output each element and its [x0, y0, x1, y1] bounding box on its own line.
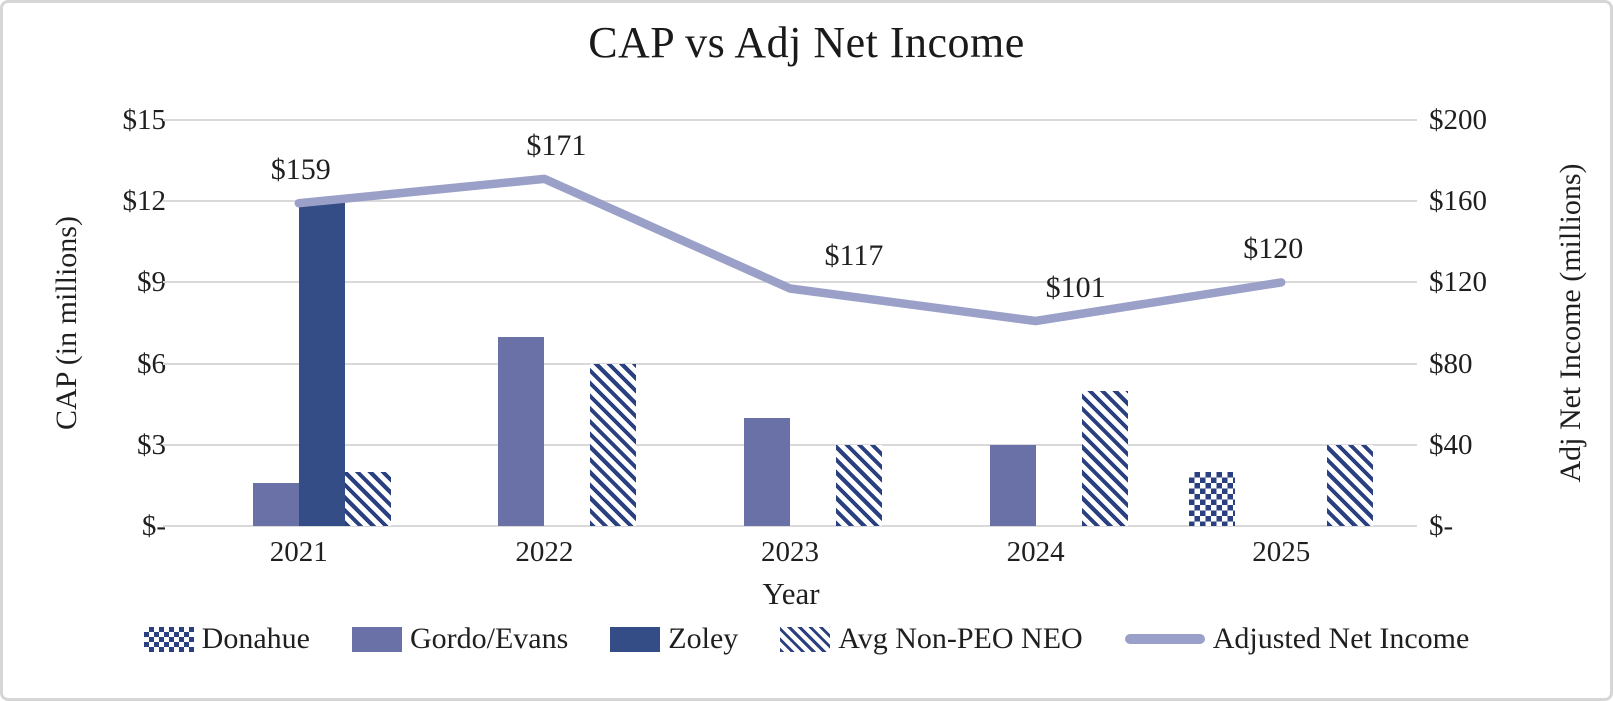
legend-label: Avg Non-PEO NEO [838, 622, 1083, 655]
left-axis-tick-mark [163, 443, 176, 446]
line-data-label: $120 [1243, 232, 1304, 266]
legend-swatch-checker-icon [143, 626, 194, 652]
right-axis-tick-label: $120 [1429, 266, 1487, 299]
left-axis-tick-mark [163, 362, 176, 365]
right-axis-tick-mark [1404, 281, 1417, 284]
right-axis-tick-label: $160 [1429, 185, 1487, 218]
legend-label: Adjusted Net Income [1212, 622, 1470, 655]
left-axis-title: CAP (in millions) [50, 216, 83, 430]
plot-area: $159 $171 $117 $101 $120 [176, 119, 1404, 527]
x-axis-tick-label: 2023 [761, 536, 819, 568]
adjusted-net-income-line [294, 174, 1286, 326]
chart-title: CAP vs Adj Net Income [588, 18, 1025, 67]
left-axis-tick-mark [163, 200, 176, 203]
legend-item-avg-non-peo-neo: Avg Non-PEO NEO [780, 622, 1083, 656]
right-axis-tick-label: $200 [1429, 104, 1487, 136]
legend-swatch-stripes-icon [780, 626, 831, 652]
right-axis-tick-label: $- [1429, 510, 1454, 542]
bar-avg-non-peo-neo-2021 [344, 471, 391, 526]
right-axis-tick-label: $80 [1429, 347, 1473, 380]
bar-zoley-2021 [298, 201, 345, 526]
bar-gordo-evans-2021 [252, 482, 299, 526]
x-axis-tick-label: 2025 [1252, 536, 1311, 568]
legend-swatch-solid-dark-icon [610, 626, 661, 652]
right-axis-title: Adj Net Income (millions) [1554, 163, 1587, 483]
legend-item-zoley: Zoley [610, 622, 738, 656]
gridline [176, 200, 1404, 203]
bar-avg-non-peo-neo-2025 [1327, 444, 1374, 526]
legend-item-gordo-evans: Gordo/Evans [351, 622, 569, 656]
left-axis-tick-mark [163, 281, 176, 284]
left-axis-tick-label: $9 [137, 266, 166, 299]
right-axis-tick-mark [1404, 362, 1417, 365]
legend-item-donahue: Donahue [143, 622, 310, 656]
legend-label: Zoley [668, 622, 739, 655]
left-axis-tick-label: $12 [122, 185, 167, 218]
gridline [176, 119, 1404, 121]
legend-label: Gordo/Evans [409, 622, 569, 655]
left-axis-tick-mark [163, 119, 176, 121]
right-axis-tick-mark [1404, 443, 1417, 446]
legend-swatch-line-icon [1124, 634, 1205, 644]
gridline [176, 525, 1404, 527]
right-axis-tick-mark [1404, 525, 1417, 527]
legend-label: Donahue [201, 622, 310, 655]
line-data-label: $101 [1045, 271, 1106, 304]
bar-gordo-evans-2024 [989, 444, 1036, 526]
bar-gordo-evans-2023 [744, 417, 790, 526]
bar-gordo-evans-2022 [498, 336, 545, 526]
legend-item-adjusted-net-income: Adjusted Net Income [1124, 622, 1470, 656]
line-data-label: $171 [526, 128, 587, 162]
left-axis-tick-label: $15 [122, 104, 167, 136]
bar-avg-non-peo-neo-2022 [590, 363, 637, 526]
right-axis-tick-label: $40 [1429, 428, 1473, 461]
left-axis-tick-label: $3 [137, 428, 166, 461]
bar-avg-non-peo-neo-2024 [1081, 390, 1128, 526]
x-axis-tick-label: 2021 [269, 536, 328, 568]
x-axis-title: Year [762, 576, 820, 611]
legend: Donahue Gordo/Evans Zoley Avg Non-PEO NEO Ad… [3, 622, 1610, 656]
left-axis-tick-mark [163, 525, 176, 527]
gridline [176, 443, 1404, 446]
left-axis-tick-label: $- [141, 510, 166, 542]
line-data-label: $159 [270, 153, 331, 187]
gridline [176, 362, 1404, 365]
left-axis-tick-label: $6 [137, 347, 166, 380]
gridline [176, 281, 1404, 284]
line-data-label: $117 [824, 238, 884, 272]
bar-donahue-2025 [1189, 471, 1236, 526]
x-axis-tick-label: 2024 [1006, 536, 1065, 568]
x-axis-tick-label: 2022 [515, 536, 574, 568]
bar-avg-non-peo-neo-2023 [836, 444, 882, 526]
right-axis-tick-mark [1404, 119, 1417, 121]
right-axis-tick-mark [1404, 200, 1417, 203]
legend-swatch-solid-medium-icon [351, 626, 402, 652]
